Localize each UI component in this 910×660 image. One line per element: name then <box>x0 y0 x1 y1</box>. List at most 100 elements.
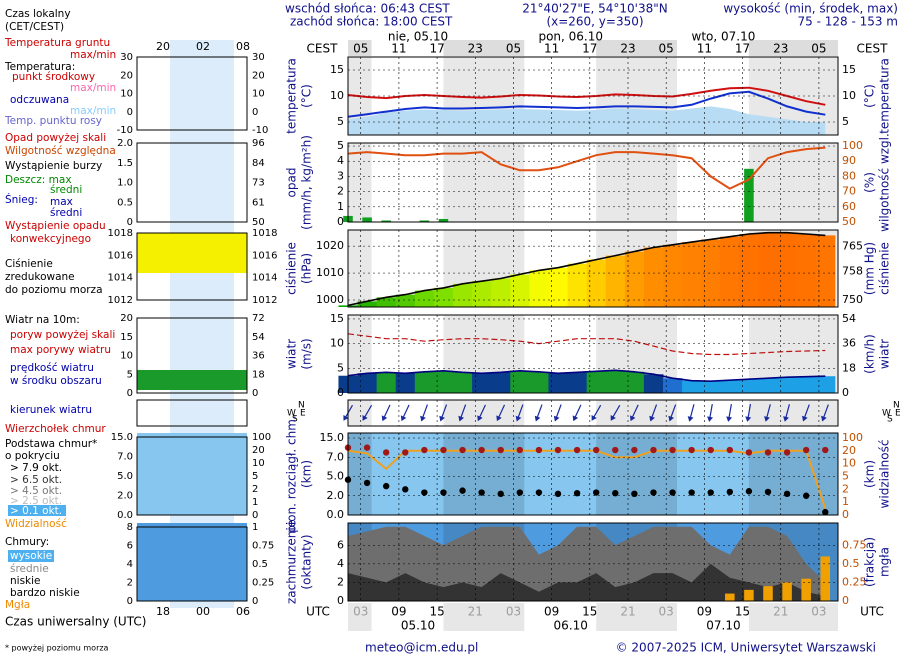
line <box>347 449 827 509</box>
legend-tick: 1018 <box>108 228 133 239</box>
legend-text: max/min <box>70 105 116 117</box>
legend-tick: 10 <box>120 351 133 362</box>
legend-tick: -10 <box>252 125 268 136</box>
day-label: 06.10 <box>554 619 588 633</box>
sunrise: wschód słońca: 06:43 CEST <box>285 2 450 16</box>
x-tick-label: 11 <box>544 42 559 56</box>
elevation-title: wysokość (min, środek, max) <box>723 2 898 16</box>
legend-wind-sample <box>137 370 247 390</box>
arrow-head <box>801 415 808 422</box>
legend-text: Wiatr na 10m: <box>5 314 80 326</box>
arrow-head <box>496 415 502 422</box>
wind-arrow <box>610 404 621 421</box>
day-label: 07.10 <box>706 619 740 633</box>
point <box>402 449 409 456</box>
night-band <box>596 433 677 515</box>
y-tick-label: 15.0 <box>320 431 345 444</box>
legend-text: Wierzchołek chmur <box>5 423 106 435</box>
point <box>535 489 543 496</box>
tz-label: UTC <box>860 605 884 619</box>
arrow-head <box>726 416 733 422</box>
legend-tick: 36 <box>252 351 265 362</box>
legend-tick: 20 <box>120 313 133 324</box>
x-tick-label: 17 <box>582 42 597 56</box>
y2-tick-label: 758 <box>842 265 863 278</box>
point <box>669 489 676 496</box>
night-band <box>748 40 838 56</box>
point <box>822 508 829 516</box>
bar <box>758 378 779 393</box>
compass-s: S <box>887 415 893 425</box>
bar <box>682 242 702 307</box>
wind-arrow <box>745 404 752 422</box>
wind-arrow <box>420 404 429 422</box>
tz-label: UTC <box>306 605 330 619</box>
bar <box>782 582 792 601</box>
wind-arrow <box>362 404 373 421</box>
y2-tick-label: 5 <box>842 470 849 483</box>
y-tick-label: 1000 <box>316 293 344 306</box>
legend-tick: 0 <box>127 596 133 607</box>
line <box>347 86 826 106</box>
x-tick-label: 17 <box>429 42 444 56</box>
y2-tick-label: 10 <box>842 89 856 102</box>
arrow-head <box>420 415 426 422</box>
legend-tick: 1014 <box>108 273 133 284</box>
y-tick-label: 1 <box>337 200 344 213</box>
panel-frame <box>347 399 839 427</box>
axis-title: (frakcja) <box>863 537 877 587</box>
legend-text: max/min <box>70 82 116 94</box>
wind-arrow <box>591 404 602 421</box>
axis-title: (mm Hg) <box>863 242 877 295</box>
wind-arrow <box>477 404 486 422</box>
bar <box>357 373 378 393</box>
bar <box>376 297 397 307</box>
legend-text: odczuwana <box>10 94 69 106</box>
bar <box>820 556 831 601</box>
bar <box>796 376 817 393</box>
panel-frame <box>347 432 839 516</box>
bar <box>376 372 397 393</box>
bar <box>624 251 645 307</box>
point <box>573 446 581 454</box>
arrow-head <box>764 416 770 422</box>
x-tick-label: 23 <box>773 42 788 56</box>
bar <box>605 370 626 393</box>
day-label: 05.10 <box>401 619 435 633</box>
legend-tick: 1.5 <box>117 158 133 169</box>
y2-tick-label: 54 <box>842 312 856 325</box>
bar <box>529 270 549 307</box>
bar <box>643 374 664 393</box>
y-tick-label: 0 <box>337 594 344 607</box>
y-tick-label: 0 <box>337 215 344 228</box>
legend-text: średnie <box>10 563 49 575</box>
legend-text: Temperatura gruntu <box>4 37 110 49</box>
y-tick-label: 5 <box>337 115 344 128</box>
panel-bg <box>348 400 838 426</box>
y-tick-label: 5.0 <box>327 470 345 483</box>
legend-text: Chmury: <box>5 536 49 548</box>
y2-tick-label: 0.75 <box>842 538 867 551</box>
panel-frame <box>347 56 839 136</box>
y2-tick-label: 0.5 <box>842 557 860 570</box>
compass-s: S <box>292 415 298 425</box>
arrow-head <box>707 416 713 422</box>
x-tick-label: 09 <box>391 605 406 619</box>
point <box>688 446 695 454</box>
legend-tick: 30 <box>252 52 265 63</box>
compass-n: N <box>298 401 305 411</box>
axis-title: wiatr <box>285 339 299 369</box>
night-band <box>748 603 838 631</box>
legend-text: kierunek wiatru <box>10 404 92 416</box>
bar <box>758 232 779 307</box>
legend-cloud-sample <box>137 433 247 515</box>
arrow-head <box>381 415 388 422</box>
legend-tick: 54 <box>252 332 265 343</box>
night-band <box>443 143 525 222</box>
arrow-head <box>687 416 694 422</box>
night-band <box>748 143 838 222</box>
arrow-head <box>610 414 616 421</box>
point <box>802 492 810 499</box>
